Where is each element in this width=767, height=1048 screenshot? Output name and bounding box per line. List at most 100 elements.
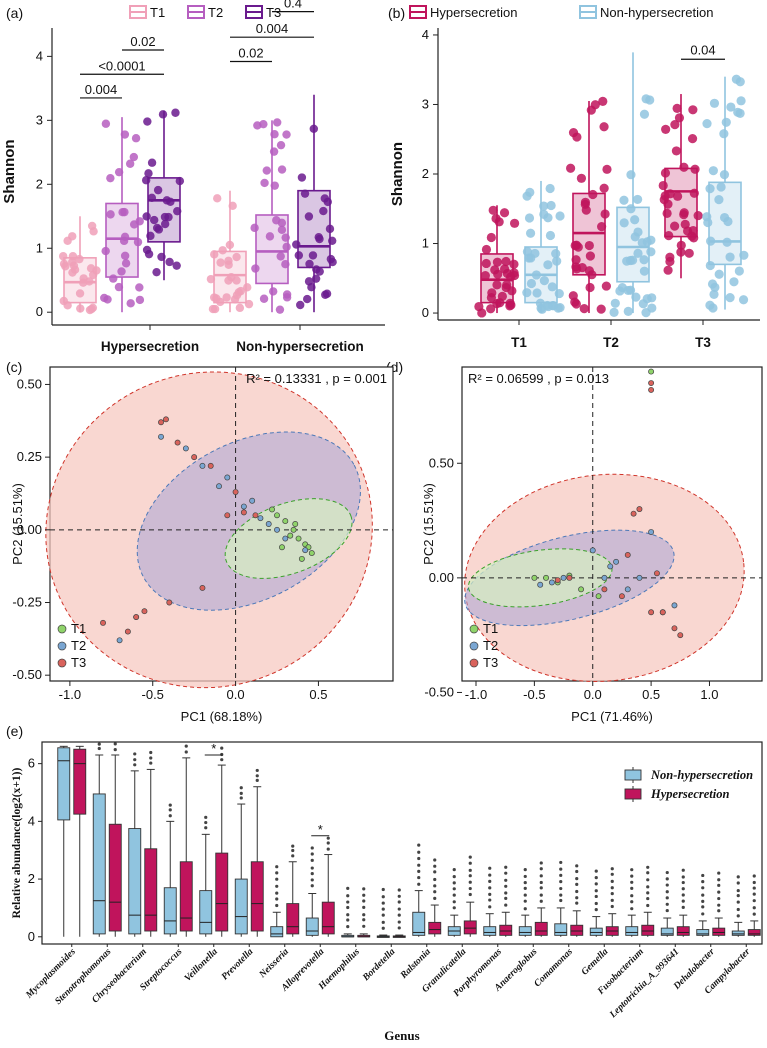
pcoa-y-tick-label: 0.50 xyxy=(429,455,454,470)
e-outlier xyxy=(523,874,527,879)
a-comparison-pvalue: <0.0001 xyxy=(98,58,145,73)
e-outlier xyxy=(255,774,259,778)
e-outlier xyxy=(346,900,350,904)
a-t1-point xyxy=(234,288,243,297)
b-hyper-point xyxy=(487,288,497,298)
e-outlier xyxy=(736,900,740,904)
pcoa-point-t3 xyxy=(191,454,198,461)
e-outlier xyxy=(310,866,314,870)
e-outlier xyxy=(575,901,579,905)
a-t1-point xyxy=(224,276,233,285)
e-outlier xyxy=(523,893,527,897)
b-nonhyper-point xyxy=(736,96,746,106)
pcoa-legend-key-t1 xyxy=(57,624,67,634)
e-outlier xyxy=(468,874,472,878)
pcoa-y-axis-label: PC2 (15.51%) xyxy=(421,483,436,565)
a-t3-point xyxy=(154,225,164,234)
a-t1-point xyxy=(63,236,72,245)
e-outlier xyxy=(523,899,527,903)
e-outlier xyxy=(504,896,508,900)
b-hyper-point xyxy=(597,221,607,232)
e-box-nonhyper xyxy=(163,887,177,935)
a-t1-point xyxy=(222,293,231,302)
e-outlier xyxy=(575,896,579,900)
e-outlier xyxy=(346,918,350,922)
b-nonhyper-point xyxy=(609,307,619,317)
a-y-axis-label: Shannon xyxy=(1,139,18,203)
e-outlier xyxy=(433,870,437,874)
e-outlier xyxy=(381,913,385,917)
b-nonhyper-point xyxy=(705,260,715,271)
b-hyper-point xyxy=(576,173,587,183)
b-nonhyper-point xyxy=(547,282,557,292)
pcoa-point-t2 xyxy=(199,462,206,469)
e-outlier xyxy=(133,758,137,762)
e-outlier xyxy=(452,900,456,904)
b-nonhyper-point xyxy=(726,102,736,112)
b-hyper-point xyxy=(499,208,510,218)
e-outlier xyxy=(433,864,437,868)
pcoa-point-t2 xyxy=(548,579,555,586)
e-outlier xyxy=(594,908,598,912)
e-outlier xyxy=(594,876,598,880)
e-outlier xyxy=(346,905,350,910)
e-outlier xyxy=(665,908,669,913)
pcoa-point-t2 xyxy=(216,483,222,490)
e-outlier xyxy=(504,871,508,875)
e-box-hyper xyxy=(641,924,655,936)
b-hyper-point xyxy=(664,230,674,241)
e-outlier xyxy=(701,880,705,884)
a-y-tick-label: 1 xyxy=(36,240,43,255)
pcoa-stat-annotation: R² = 0.13331 , p = 0.001 xyxy=(246,371,387,386)
e-outlier xyxy=(610,886,614,890)
pcoa-point-t3 xyxy=(141,608,148,615)
e-outlier xyxy=(717,878,721,882)
b-hyper-point xyxy=(507,286,517,296)
e-outlier xyxy=(504,903,508,907)
a-t3-point xyxy=(143,117,152,126)
b-hyper-point xyxy=(598,96,608,106)
e-box-nonhyper xyxy=(731,930,745,936)
b-hyper-point xyxy=(481,258,491,269)
pcoa-point-t3 xyxy=(648,380,655,386)
e-significance-star: * xyxy=(211,741,216,756)
e-box-hyper xyxy=(747,929,761,936)
e-outlier xyxy=(539,880,543,885)
pcoa-point-t2 xyxy=(671,602,678,609)
e-outlier xyxy=(665,883,669,887)
pcoa-x-axis-label: PC1 (71.46%) xyxy=(571,709,653,724)
e-outlier xyxy=(646,865,650,869)
e-outlier xyxy=(417,856,421,861)
b-nonhyper-point xyxy=(642,294,652,304)
e-box-nonhyper xyxy=(92,793,106,935)
e-box-nonhyper xyxy=(625,926,639,936)
b-hyper-box xyxy=(480,253,514,304)
e-outlier xyxy=(417,875,421,880)
pcoa-point-t2 xyxy=(265,521,272,527)
e-outlier xyxy=(417,850,421,854)
pcoa-point-t2 xyxy=(182,445,189,452)
pcoa-point-t1 xyxy=(308,550,315,557)
a-t3-point xyxy=(144,249,154,259)
e-outlier xyxy=(594,869,598,873)
e-outlier xyxy=(701,899,705,903)
e-outlier xyxy=(559,898,563,903)
e-outlier xyxy=(488,898,492,902)
e-box-hyper xyxy=(676,926,690,936)
e-outlier xyxy=(717,871,721,875)
b-hyper-point xyxy=(486,232,496,243)
e-outlier xyxy=(468,886,472,891)
b-hyper-point xyxy=(585,282,595,293)
a-t3-box xyxy=(297,189,331,269)
pcoa-legend-label: T1 xyxy=(483,621,498,636)
e-box-nonhyper xyxy=(234,878,248,935)
e-outlier xyxy=(701,912,705,916)
e-outlier xyxy=(594,882,598,886)
b-nonhyper-point xyxy=(615,286,625,296)
e-outlier xyxy=(149,761,153,765)
pcoa-point-t3 xyxy=(232,489,239,495)
pcoa-x-tick-label: -0.5 xyxy=(142,687,164,702)
e-outlier xyxy=(594,901,598,906)
a-t3-point xyxy=(315,267,324,276)
